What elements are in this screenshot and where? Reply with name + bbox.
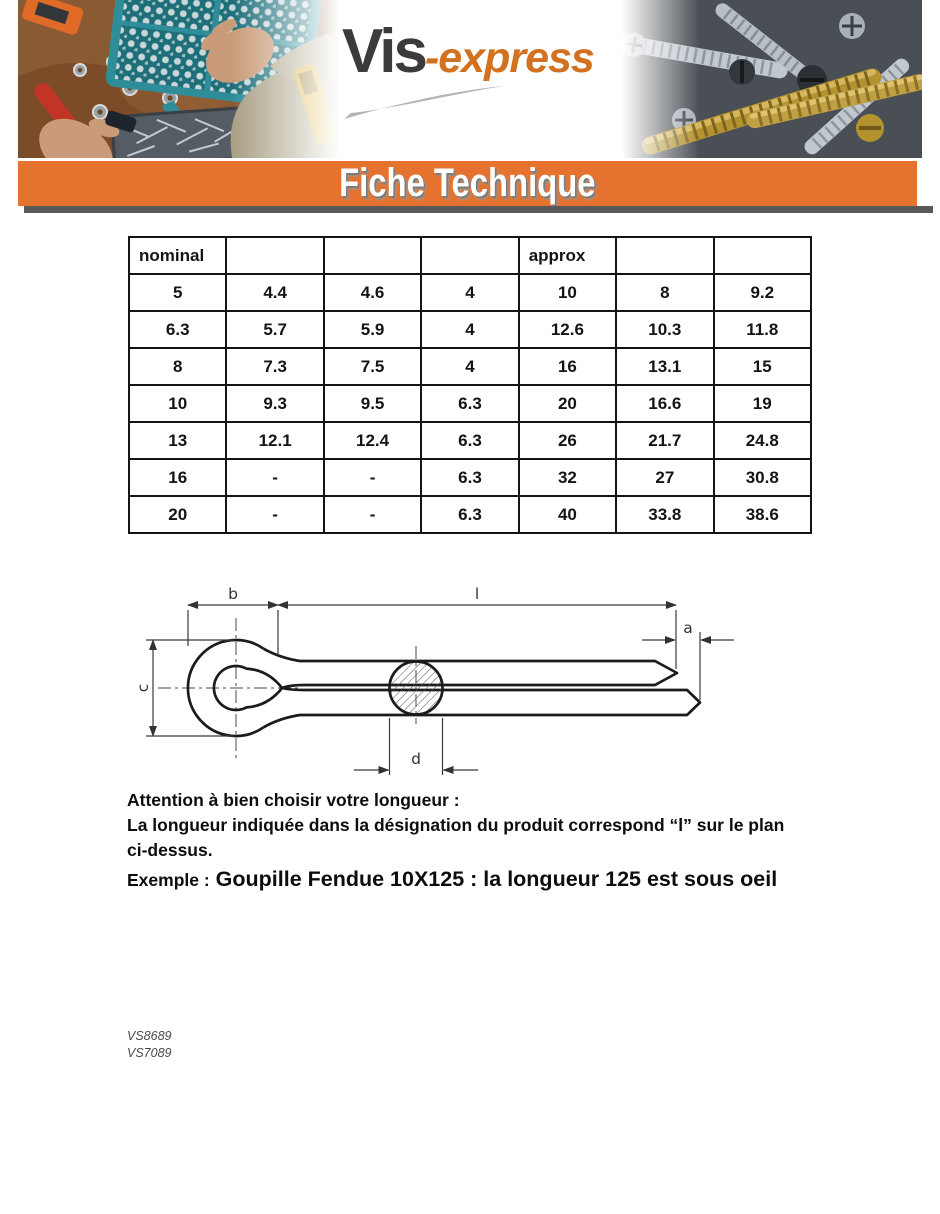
table-header-cell: approx bbox=[517, 236, 618, 275]
table-cell: - bbox=[225, 458, 325, 497]
table-header-cell bbox=[420, 236, 520, 275]
table-header-cell bbox=[322, 236, 423, 275]
notes-block: Attention à bien choisir votre longueur … bbox=[127, 788, 847, 897]
table-cell: 16 bbox=[517, 347, 618, 386]
table-cell: 33.8 bbox=[615, 495, 715, 534]
note-example: Exemple : Goupille Fendue 10X125 : la lo… bbox=[127, 864, 847, 897]
table-cell: 16 bbox=[127, 458, 228, 497]
table-header-cell bbox=[225, 236, 325, 275]
logo-vis-text: Vis bbox=[342, 17, 428, 86]
note-warning-body: La longueur indiquée dans la désignation… bbox=[127, 815, 785, 835]
table-cell: 13.1 bbox=[615, 347, 715, 386]
table-cell: 26 bbox=[517, 421, 618, 460]
table-cell: 5 bbox=[127, 273, 228, 312]
workbench-photo bbox=[0, 0, 358, 187]
table-row: 16- -6.3 32 27 30.8 bbox=[127, 458, 813, 497]
table-cell: 21.7 bbox=[615, 421, 715, 460]
dim-label-l: l bbox=[475, 585, 479, 603]
table-cell: 6.3 bbox=[420, 421, 520, 460]
table-cell: 38.6 bbox=[712, 495, 813, 534]
table-cell: - bbox=[225, 495, 325, 534]
table-header-cell bbox=[615, 236, 715, 275]
table-cell: 9.3 bbox=[225, 384, 325, 423]
table-cell: 6.3 bbox=[420, 495, 520, 534]
table-cell: 20 bbox=[127, 495, 228, 534]
table-cell: 7.3 bbox=[225, 347, 325, 386]
table-header-cell bbox=[712, 236, 813, 275]
table-cell: 8 bbox=[615, 273, 715, 312]
note-example-label: Exemple : bbox=[127, 870, 210, 890]
table-cell: 40 bbox=[517, 495, 618, 534]
table-cell: 32 bbox=[517, 458, 618, 497]
table-cell: 12.4 bbox=[322, 421, 423, 460]
logo-swoosh-icon bbox=[344, 86, 504, 119]
reference-code: VS7089 bbox=[127, 1046, 172, 1060]
orange-tool bbox=[22, 0, 84, 35]
note-warning-body2: ci-dessus. bbox=[127, 840, 213, 860]
table-cell: 6.3 bbox=[420, 458, 520, 497]
table-cell: 6.3 bbox=[127, 310, 228, 349]
table-cell: 4 bbox=[420, 310, 520, 349]
table-cell: 10 bbox=[127, 384, 228, 423]
table-row: 13 12.1 12.4 6.3 26 21.7 24.8 bbox=[127, 421, 813, 460]
table-cell: 30.8 bbox=[712, 458, 813, 497]
table-cell: 4 bbox=[420, 273, 520, 312]
table-cell: 13 bbox=[127, 421, 228, 460]
table-cell: 4.4 bbox=[225, 273, 325, 312]
dim-label-d: d bbox=[411, 750, 421, 768]
table-cell: 5.9 bbox=[322, 310, 423, 349]
dimension-lines bbox=[146, 601, 734, 775]
table-cell: 16.6 bbox=[615, 384, 715, 423]
table-cell: 4.6 bbox=[322, 273, 423, 312]
table-cell: 6.3 bbox=[420, 384, 520, 423]
banner-shadow-bar bbox=[24, 206, 933, 213]
brand-logo: Vis-express bbox=[338, 0, 628, 158]
table-row: 10 9.3 9.5 6.3 20 16.6 19 bbox=[127, 384, 813, 423]
table-cell: 9.2 bbox=[712, 273, 813, 312]
table-cell: - bbox=[322, 495, 423, 534]
cross-section-circle bbox=[388, 660, 444, 716]
screws-pile-photo bbox=[621, 0, 928, 158]
table-cell: - bbox=[322, 458, 423, 497]
table-row: 20- -6.3 40 33.8 38.6 bbox=[127, 495, 813, 534]
cotter-pin-diagram: b l a c d bbox=[134, 585, 734, 775]
table-cell: 5.7 bbox=[225, 310, 325, 349]
table-cell: 11.8 bbox=[712, 310, 813, 349]
table-row: 5 4.4 4.6 4 10 8 9.2 bbox=[127, 273, 813, 312]
table-cell: 10.3 bbox=[615, 310, 715, 349]
table-cell: 4 bbox=[420, 347, 520, 386]
table-cell: 7.5 bbox=[322, 347, 423, 386]
dim-label-c: c bbox=[134, 684, 152, 693]
table-cell: 27 bbox=[615, 458, 715, 497]
note-warning-title: Attention à bien choisir votre longueur … bbox=[127, 790, 460, 810]
table-cell: 9.5 bbox=[322, 384, 423, 423]
table-row: 8 7.3 7.5 4 16 13.1 15 bbox=[127, 347, 813, 386]
reference-codes: VS8689 VS7089 bbox=[127, 1028, 171, 1062]
table-row: 6.3 5.7 5.9 4 12.6 10.3 11.8 bbox=[127, 310, 813, 349]
table-cell: 15 bbox=[712, 347, 813, 386]
dim-label-b: b bbox=[228, 585, 238, 603]
pin-outline bbox=[186, 638, 702, 738]
dimensions-table: nominal approx 5 4.4 4.6 4 10 8 9.2 6.3 5.7 5.9 4 12… bbox=[127, 236, 813, 534]
table-cell: 8 bbox=[127, 347, 228, 386]
table-cell: 19 bbox=[712, 384, 813, 423]
table-cell: 20 bbox=[517, 384, 618, 423]
table-cell: 12.1 bbox=[225, 421, 325, 460]
banner-title: Fiche Technique bbox=[339, 161, 596, 205]
reference-code: VS8689 bbox=[127, 1029, 172, 1043]
table-header-cell: nominal bbox=[127, 236, 228, 275]
logo-express-text: -express bbox=[424, 34, 595, 82]
dim-label-a: a bbox=[683, 619, 693, 637]
banner: Fiche Technique bbox=[18, 161, 917, 206]
table-cell: 10 bbox=[517, 273, 618, 312]
table-cell: 24.8 bbox=[712, 421, 813, 460]
table-header-row: nominal approx bbox=[127, 236, 813, 275]
note-example-text: Goupille Fendue 10X125 : la longueur 125… bbox=[209, 867, 778, 891]
table-cell: 12.6 bbox=[517, 310, 618, 349]
